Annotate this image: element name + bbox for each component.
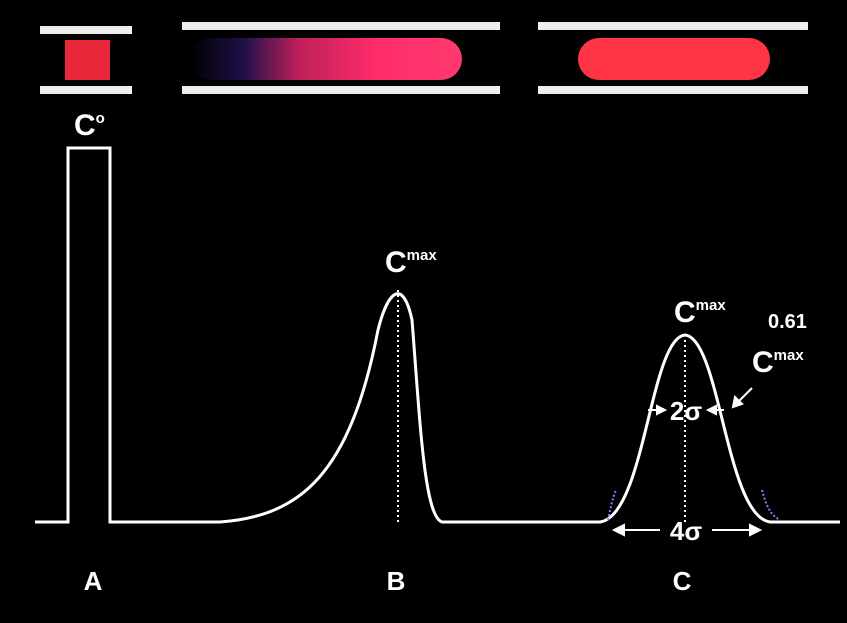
concentration-profile	[35, 146, 840, 524]
tube-wall	[40, 86, 132, 94]
peak-label: Cmax	[385, 246, 437, 279]
label-base: C	[752, 346, 774, 379]
label-base: C	[385, 246, 407, 279]
label-sup: o	[96, 110, 105, 127]
tube-wall	[538, 22, 808, 30]
tube-wall	[182, 86, 500, 94]
width-label: 4σ	[670, 516, 702, 546]
label-sup: max	[774, 347, 805, 364]
tangent-line	[607, 489, 781, 521]
label-base: C	[674, 296, 696, 329]
width-label: 2σ	[670, 396, 702, 426]
label-sup: max	[407, 247, 438, 264]
arrowheads	[611, 394, 763, 537]
tube-wall	[538, 86, 808, 94]
label-base: C	[74, 109, 96, 142]
sample-band	[578, 38, 770, 80]
panel-label: A	[84, 566, 103, 596]
tubes	[40, 22, 808, 94]
sample-band	[65, 40, 110, 80]
panel-label: C	[673, 566, 692, 596]
annotation-prefix: 0.61	[768, 311, 807, 333]
tube-wall	[40, 26, 132, 34]
annotation: Cmax	[752, 346, 804, 379]
label-sup: max	[696, 297, 727, 314]
panel-label: B	[387, 566, 406, 596]
peak-label: Co	[74, 109, 105, 142]
tube-wall	[182, 22, 500, 30]
peak-label: Cmax	[674, 296, 726, 329]
sample-band	[190, 38, 462, 80]
arrows	[611, 387, 763, 537]
